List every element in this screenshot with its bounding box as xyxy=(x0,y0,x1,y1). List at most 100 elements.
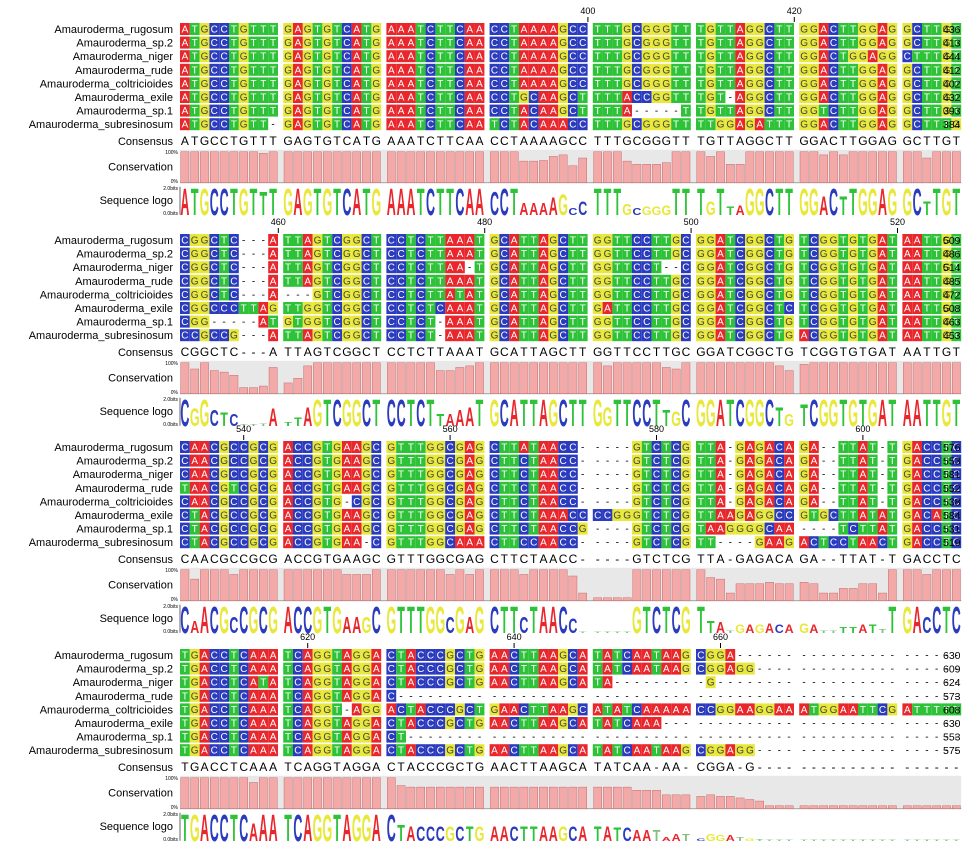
residue-char: C xyxy=(294,705,301,716)
sequence-name[interactable]: Amauroderma_subresinosum xyxy=(29,330,173,342)
residue-char: A xyxy=(521,79,528,90)
residue-char: T xyxy=(314,93,320,104)
sequence-name[interactable]: Amauroderma_rude xyxy=(75,483,173,495)
conservation-bar xyxy=(775,583,784,601)
sequence-name[interactable]: Amauroderma_coltricioides xyxy=(40,289,174,301)
residue-cell xyxy=(877,247,888,260)
residue-cell xyxy=(671,274,681,287)
residue-cell xyxy=(342,63,352,76)
sequence-name[interactable]: Amauroderma_sp.1 xyxy=(76,106,173,118)
sequence-name[interactable]: Amauroderma_sp.2 xyxy=(76,456,173,468)
residue-char: C xyxy=(653,497,660,508)
residue-cell xyxy=(322,23,333,35)
sequence-name[interactable]: Amauroderma_coltricioides xyxy=(40,78,174,90)
residue-char: C xyxy=(682,276,689,287)
residue-cell xyxy=(764,274,775,287)
residue-cell xyxy=(592,274,603,287)
sequence-name[interactable]: Amauroderma_niger xyxy=(73,262,174,274)
residue-char: C xyxy=(388,249,395,260)
sequence-name[interactable]: Amauroderma_subresinosum xyxy=(29,119,173,131)
sequence-name[interactable]: Amauroderma_rugosum xyxy=(54,442,173,454)
consensus-char: T xyxy=(604,134,612,148)
residue-char: G xyxy=(672,317,680,328)
residue-cell xyxy=(371,261,382,274)
residue-cell xyxy=(322,118,333,131)
residue-char: A xyxy=(521,52,528,63)
gap-char: - xyxy=(881,678,884,689)
residue-char: T xyxy=(776,106,782,117)
residue-char: T xyxy=(924,236,930,247)
residue-cell xyxy=(415,23,426,35)
sequence-name[interactable]: Amauroderma_sp.1 xyxy=(76,524,173,536)
residue-cell xyxy=(189,77,200,90)
residue-char: G xyxy=(314,249,322,260)
residue-char: C xyxy=(697,664,704,675)
sequence-name[interactable]: Amauroderma_subresinosum xyxy=(29,537,173,549)
residue-char: T xyxy=(934,249,940,260)
residue-cell xyxy=(396,23,406,35)
residue-char: G xyxy=(284,93,292,104)
sequence-name[interactable]: Amauroderma_rugosum xyxy=(54,235,173,247)
residue-char: A xyxy=(182,25,189,36)
sequence-name[interactable]: Amauroderma_sp.2 xyxy=(76,249,173,261)
sequence-name[interactable]: Amauroderma_niger xyxy=(73,677,174,689)
residue-char: A xyxy=(270,678,277,689)
residue-cell xyxy=(455,104,465,117)
sequence-name[interactable]: Amauroderma_niger xyxy=(73,51,174,63)
gap-char: - xyxy=(881,691,884,702)
conservation-bar xyxy=(903,569,912,601)
sequence-name[interactable]: Amauroderma_coltricioides xyxy=(40,496,174,508)
sequence-name[interactable]: Amauroderma_exile xyxy=(75,510,173,522)
residue-char: A xyxy=(285,524,292,535)
residue-char: C xyxy=(569,443,576,454)
residue-cell xyxy=(209,261,220,274)
consensus-char: - xyxy=(728,552,732,566)
residue-char: T xyxy=(192,106,198,117)
residue-cell xyxy=(602,23,613,35)
residue-char: G xyxy=(879,52,887,63)
sequence-name[interactable]: Amauroderma_coltricioides xyxy=(40,704,174,716)
sequence-name[interactable]: Amauroderma_niger xyxy=(73,469,174,481)
sequence-name[interactable]: Amauroderma_rugosum xyxy=(54,650,173,662)
residue-char: T xyxy=(373,263,379,274)
residue-char: A xyxy=(540,25,547,36)
residue-char: C xyxy=(501,79,508,90)
gap-char: - xyxy=(778,678,781,689)
residue-char: G xyxy=(643,38,651,49)
residue-char: G xyxy=(269,538,277,549)
conservation-bar xyxy=(406,151,416,184)
conservation-bar xyxy=(578,592,587,601)
residue-char: C xyxy=(810,317,817,328)
residue-char: A xyxy=(373,651,380,662)
sequence-name[interactable]: Amauroderma_rugosum xyxy=(54,24,173,36)
gap-char: - xyxy=(222,317,225,328)
conservation-bar xyxy=(293,151,303,184)
residue-cell xyxy=(489,77,500,90)
sequence-name[interactable]: Amauroderma_exile xyxy=(75,718,173,730)
residue-char: T xyxy=(870,511,876,522)
residue-char: A xyxy=(491,678,498,689)
sequence-name[interactable]: Amauroderma_exile xyxy=(75,303,173,315)
sequence-name[interactable]: Amauroderma_exile xyxy=(75,92,173,104)
residue-char: A xyxy=(304,236,311,247)
residue-char: G xyxy=(756,470,764,481)
sequence-name[interactable]: Amauroderma_rude xyxy=(75,691,173,703)
residue-cell xyxy=(519,118,529,131)
residue-char: G xyxy=(491,249,499,260)
residue-cell xyxy=(632,234,642,246)
conservation-bar xyxy=(372,151,381,184)
conservation-bar xyxy=(406,569,416,601)
logo-letter: T xyxy=(717,180,725,223)
sequence-name[interactable]: Amauroderma_sp.2 xyxy=(76,38,173,50)
residue-char: T xyxy=(491,120,497,131)
logo-letter: G xyxy=(902,180,912,223)
residue-char: C xyxy=(569,483,576,494)
sequence-name[interactable]: Amauroderma_rude xyxy=(75,65,173,77)
sequence-name[interactable]: Amauroderma_sp.2 xyxy=(76,664,173,676)
residue-char: G xyxy=(250,538,258,549)
consensus-char: A xyxy=(387,134,395,148)
sequence-name[interactable]: Amauroderma_rude xyxy=(75,276,173,288)
sequence-name[interactable]: Amauroderma_sp.1 xyxy=(76,317,173,329)
residue-char: A xyxy=(466,106,473,117)
residue-char: A xyxy=(521,25,528,36)
